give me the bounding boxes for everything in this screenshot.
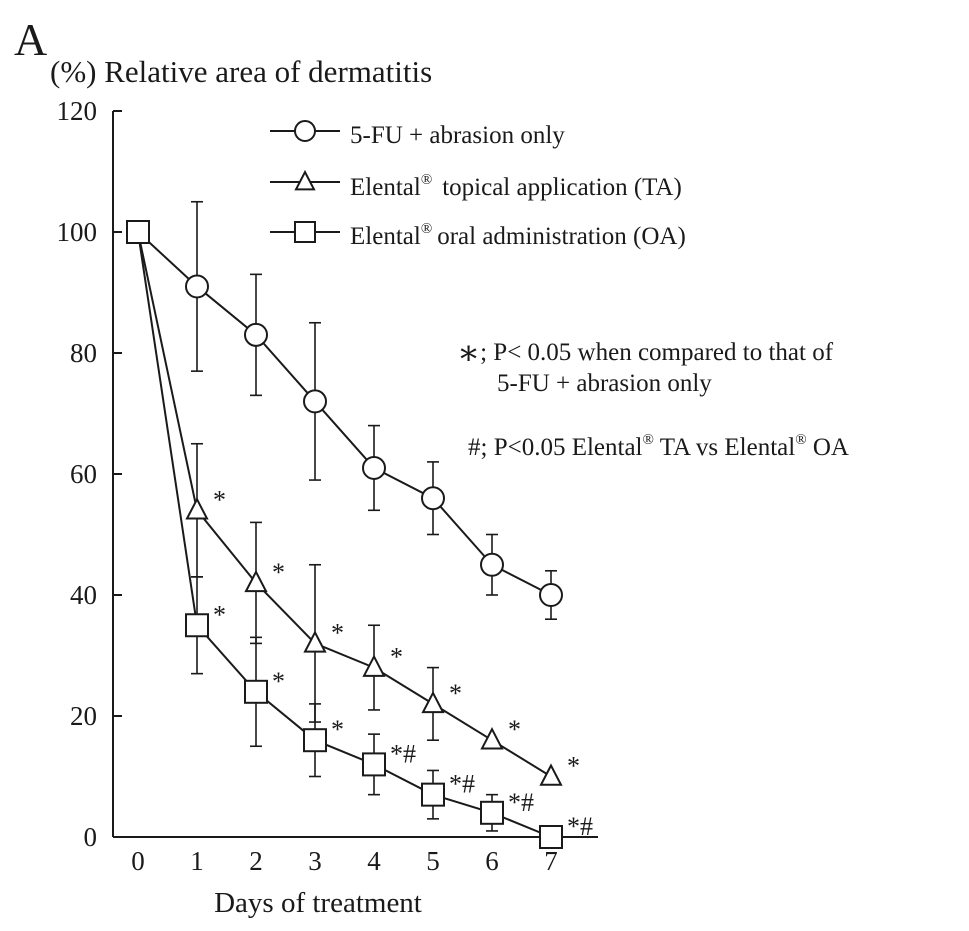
y-tick-label: 40 bbox=[70, 580, 97, 610]
x-axis-label: Days of treatment bbox=[214, 887, 422, 919]
legend-ta-main: Elental bbox=[350, 174, 421, 201]
legend-marker-circle bbox=[294, 120, 316, 142]
legend-label-oa: Elental® oral administration (OA) bbox=[350, 221, 686, 250]
significance-annotation: * bbox=[213, 600, 226, 629]
data-point-square bbox=[480, 800, 504, 825]
note-asterisk: ∗ bbox=[457, 335, 480, 372]
legend-oa-rest: oral administration (OA) bbox=[437, 223, 686, 250]
data-point-square bbox=[126, 220, 150, 244]
series-2-markers bbox=[126, 220, 563, 849]
data-point-square bbox=[421, 782, 445, 807]
x-tick-label: 0 bbox=[131, 846, 145, 876]
series-1-markers bbox=[185, 497, 563, 786]
legend-ta-rest: topical application (TA) bbox=[442, 174, 682, 201]
data-point-triangle bbox=[244, 569, 268, 593]
series-0-markers bbox=[185, 274, 563, 607]
x-tick-label: 4 bbox=[367, 846, 381, 876]
legend-label-ta: Elental® topical application (TA) bbox=[350, 172, 682, 201]
significance-annotation: * bbox=[213, 485, 226, 514]
axes: 0 20 40 60 80 100 120 0 1 2 3 4 5 6 7 bbox=[57, 96, 598, 876]
data-point-square bbox=[185, 613, 209, 638]
series-1-errorbars bbox=[191, 442, 439, 742]
significance-annotation: *# bbox=[567, 812, 593, 841]
x-tick-label: 7 bbox=[544, 846, 558, 876]
note-line-3-a: #; P<0.05 Elental bbox=[468, 434, 643, 461]
data-point-square bbox=[539, 825, 563, 849]
note-line-1: ∗; P< 0.05 when compared to that of bbox=[457, 335, 834, 372]
y-tick-label: 0 bbox=[84, 822, 98, 852]
legend-oa-sup: ® bbox=[421, 221, 432, 237]
note-line-3-sup-2: ® bbox=[795, 432, 806, 448]
significance-annotation: * bbox=[272, 558, 285, 587]
data-point-square bbox=[362, 752, 386, 777]
y-tick-label: 20 bbox=[70, 701, 97, 731]
x-tick-label: 1 bbox=[190, 846, 204, 876]
data-point-triangle bbox=[362, 654, 386, 677]
legend-marker-triangle bbox=[294, 169, 316, 191]
series-line-1 bbox=[137, 231, 552, 778]
legend-marker-square bbox=[294, 221, 316, 243]
significance-annotation: * bbox=[331, 715, 344, 744]
data-point-circle bbox=[421, 486, 445, 511]
significance-annotation: *# bbox=[508, 788, 534, 817]
y-axis-label: (%) Relative area of dermatitis bbox=[50, 54, 432, 89]
x-tick-label: 5 bbox=[426, 846, 440, 876]
x-tick-label: 3 bbox=[308, 846, 322, 876]
data-point-triangle bbox=[480, 727, 504, 750]
note-line-3: #; P<0.05 Elental® TA vs Elental® OA bbox=[468, 432, 849, 461]
legend-oa-main: Elental bbox=[350, 223, 421, 250]
x-tick-label: 2 bbox=[249, 846, 263, 876]
significance-annotation: * bbox=[390, 643, 403, 672]
significance-annotation: * bbox=[272, 667, 285, 696]
significance-annotation: * bbox=[449, 679, 462, 708]
data-point-circle bbox=[185, 274, 209, 299]
data-point-circle bbox=[539, 583, 563, 607]
note-line-3-b: TA vs Elental bbox=[654, 434, 795, 461]
note-line-1-text: ; P< 0.05 when compared to that of bbox=[480, 339, 834, 366]
x-tick-label: 6 bbox=[485, 846, 499, 876]
data-point-circle bbox=[480, 552, 504, 577]
significance-annotation: * bbox=[331, 618, 344, 647]
significance-notes: ∗; P< 0.05 when compared to that of 5-FU… bbox=[457, 335, 849, 461]
panel-label: A bbox=[14, 14, 47, 65]
note-line-3-c: OA bbox=[807, 434, 849, 461]
data-point-triangle bbox=[185, 497, 209, 520]
y-tick-label: 100 bbox=[57, 217, 98, 247]
significance-annotation: * bbox=[508, 715, 521, 744]
significance-annotation: *# bbox=[390, 739, 416, 768]
plot-area: * * * * * * * * * * *# *# *# *# bbox=[126, 200, 593, 849]
data-point-circle bbox=[303, 389, 327, 414]
series-line-0 bbox=[137, 231, 552, 596]
legend: 5-FU + abrasion only Elental® topical app… bbox=[270, 120, 686, 250]
note-line-2: 5-FU + abrasion only bbox=[497, 370, 712, 397]
note-line-3-sup-1: ® bbox=[643, 432, 654, 448]
y-tick-label: 60 bbox=[70, 459, 97, 489]
data-point-triangle bbox=[539, 763, 563, 786]
legend-label-5fu: 5-FU + abrasion only bbox=[350, 122, 565, 149]
data-point-circle bbox=[362, 455, 386, 480]
data-point-triangle bbox=[303, 630, 327, 653]
significance-annotation: * bbox=[567, 752, 580, 781]
data-point-triangle bbox=[421, 690, 445, 714]
legend-ta-sup: ® bbox=[421, 172, 432, 188]
data-point-square bbox=[303, 728, 327, 753]
data-point-circle bbox=[244, 322, 268, 347]
y-tick-label: 80 bbox=[70, 338, 97, 368]
data-point-square bbox=[244, 679, 268, 704]
significance-annotation: *# bbox=[449, 770, 475, 799]
y-tick-label: 120 bbox=[57, 96, 98, 126]
series-0-errorbars bbox=[191, 200, 557, 621]
